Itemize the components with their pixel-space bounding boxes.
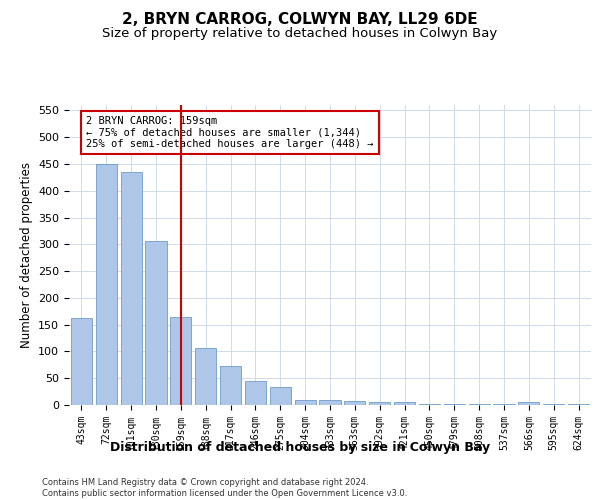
Bar <box>220 366 241 405</box>
Bar <box>469 404 490 405</box>
Bar <box>270 388 291 405</box>
Text: Size of property relative to detached houses in Colwyn Bay: Size of property relative to detached ho… <box>103 28 497 40</box>
Bar <box>543 404 564 405</box>
Bar <box>121 172 142 405</box>
Bar <box>170 316 191 405</box>
Bar <box>71 318 92 405</box>
Bar <box>518 402 539 405</box>
Text: Contains HM Land Registry data © Crown copyright and database right 2024.
Contai: Contains HM Land Registry data © Crown c… <box>42 478 407 498</box>
Bar <box>419 404 440 405</box>
Y-axis label: Number of detached properties: Number of detached properties <box>20 162 32 348</box>
Bar <box>344 400 365 405</box>
Bar <box>295 400 316 405</box>
Text: 2, BRYN CARROG, COLWYN BAY, LL29 6DE: 2, BRYN CARROG, COLWYN BAY, LL29 6DE <box>122 12 478 28</box>
Bar <box>394 402 415 405</box>
Bar <box>568 404 589 405</box>
Bar <box>444 404 465 405</box>
Bar <box>319 400 341 405</box>
Bar <box>96 164 117 405</box>
Bar <box>145 240 167 405</box>
Bar <box>195 348 216 405</box>
Bar <box>493 404 515 405</box>
Text: Distribution of detached houses by size in Colwyn Bay: Distribution of detached houses by size … <box>110 441 490 454</box>
Bar <box>245 382 266 405</box>
Text: 2 BRYN CARROG: 159sqm
← 75% of detached houses are smaller (1,344)
25% of semi-d: 2 BRYN CARROG: 159sqm ← 75% of detached … <box>86 116 374 149</box>
Bar <box>369 402 390 405</box>
